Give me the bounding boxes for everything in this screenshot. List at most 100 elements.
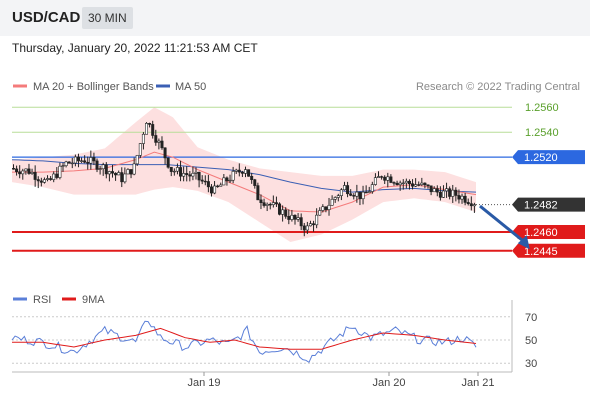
candle-body — [70, 162, 74, 165]
candle-body — [441, 190, 445, 198]
rsi-tick-label: 70 — [525, 312, 537, 324]
pivot-tag — [512, 150, 585, 165]
axis-layer: Jan 19 Jan 20 Jan 21 — [12, 300, 513, 389]
candle-body — [83, 160, 87, 163]
legend-layer: MA 20 + Bollinger Bands MA 50 Research © 2… — [13, 81, 580, 306]
candle-body — [110, 171, 114, 174]
candle-body — [67, 161, 71, 164]
timestamp-label: Thursday, January 20, 2022 11:21:53 AM C… — [12, 41, 258, 55]
candle-body — [349, 193, 353, 196]
rsi-ma-line — [12, 327, 477, 350]
candle-body — [299, 217, 303, 227]
candle-body — [367, 191, 371, 193]
candle-body — [138, 143, 142, 156]
candle-body — [250, 176, 254, 181]
candle-body — [438, 191, 442, 198]
candle-body — [333, 197, 337, 200]
candle-body — [200, 179, 204, 182]
candle-body — [123, 173, 127, 183]
x-tick-label: Jan 19 — [187, 377, 220, 389]
candle-body — [101, 164, 105, 170]
candle-body — [330, 198, 334, 206]
rsi-line — [11, 320, 477, 364]
candle-body — [58, 165, 62, 178]
candle-body — [213, 185, 217, 194]
candle-body — [321, 206, 325, 211]
candle-body — [370, 184, 374, 192]
candle-body — [407, 180, 411, 185]
candle-body — [154, 135, 158, 143]
last-price-tag — [512, 197, 585, 212]
candle-body — [253, 179, 257, 186]
candle-body — [129, 169, 133, 175]
rsi-tick-label: 30 — [525, 358, 537, 370]
candle-body — [172, 170, 176, 173]
candle-body — [448, 188, 452, 197]
candle-body — [342, 185, 346, 191]
bollinger-band — [12, 107, 476, 242]
candle-body — [327, 204, 331, 210]
rsi-legend-label: RSI — [33, 294, 51, 306]
candle-body — [256, 185, 260, 201]
candle-body — [395, 182, 399, 186]
candle-body — [49, 178, 53, 180]
candle-body — [76, 156, 80, 162]
symbol-label: USD/CAD — [12, 9, 81, 26]
candle-body — [355, 191, 359, 197]
candle-body — [336, 195, 340, 198]
candle-body — [435, 188, 439, 193]
candle-body — [284, 209, 288, 217]
candle-body — [265, 203, 269, 206]
candle-body — [262, 202, 266, 206]
timeframe-button[interactable]: 30 MIN — [82, 7, 133, 29]
support-tag — [512, 225, 585, 240]
candle-body — [324, 206, 328, 210]
candle-body — [30, 172, 34, 174]
candle-body — [274, 202, 278, 205]
candle-body — [36, 179, 40, 182]
candle-body — [185, 173, 189, 176]
candle-body — [358, 191, 362, 200]
candle-body — [225, 177, 229, 182]
candle-body — [89, 157, 93, 164]
candle-body — [107, 171, 111, 175]
candle-body — [222, 177, 226, 186]
candle-body — [414, 184, 418, 187]
rsi-ma-legend-label: 9MA — [82, 294, 105, 306]
candle-body — [95, 160, 99, 170]
last-price-label: 1.2482 — [524, 200, 558, 212]
candle-body — [194, 171, 198, 174]
candle-body — [411, 183, 415, 187]
candle-body — [287, 216, 291, 220]
candle-body — [469, 203, 473, 207]
resistance-label: 1.2540 — [525, 127, 559, 139]
candle-body — [247, 169, 251, 177]
candle-body — [389, 176, 393, 183]
candle-body — [64, 161, 68, 166]
candle-body — [237, 169, 241, 173]
candle-body — [219, 184, 223, 187]
candle-body — [27, 168, 31, 174]
candle-body — [451, 189, 455, 197]
candle-body — [377, 176, 381, 178]
candle-body — [398, 182, 402, 186]
candle-body — [157, 140, 161, 143]
candle-body — [145, 123, 149, 135]
forecast-arrow-shaft — [479, 204, 526, 244]
candle-body — [228, 179, 232, 182]
candle-body — [364, 191, 368, 194]
candle-body — [61, 165, 65, 167]
candle-body — [160, 140, 164, 149]
candle-body — [305, 225, 309, 231]
candle-body — [135, 155, 139, 165]
candle-body — [466, 202, 470, 204]
candle-body — [52, 173, 56, 180]
candle-body — [163, 147, 167, 159]
candle-body — [259, 199, 263, 203]
x-tick-label: Jan 21 — [461, 377, 494, 389]
candle-body — [188, 174, 192, 177]
ma50-legend-label: MA 50 — [175, 81, 206, 93]
candle-body — [216, 185, 220, 188]
candle-body — [296, 217, 300, 220]
candle-body — [401, 182, 405, 185]
